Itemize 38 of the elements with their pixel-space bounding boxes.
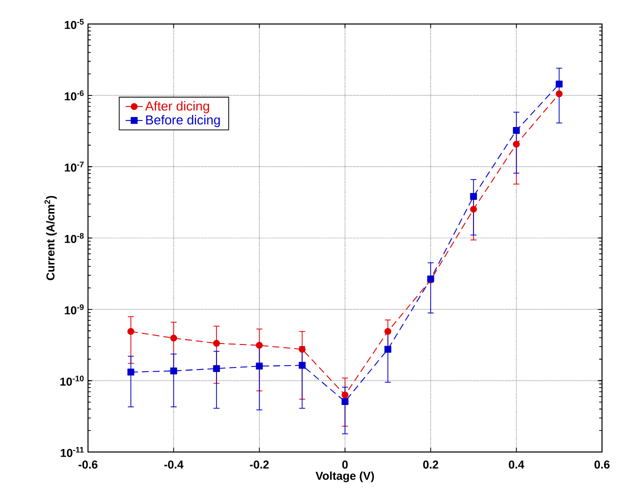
x-tick-label: -0.2 [250, 460, 269, 469]
point [470, 206, 477, 213]
point [384, 328, 392, 335]
point [384, 346, 392, 353]
point [512, 127, 520, 134]
x-tick-label: -0.4 [164, 460, 184, 469]
point [127, 328, 134, 335]
y-tick-label: 10$^{-10}$ [60, 376, 84, 386]
y-tick-label: 10$^{-8}$ [64, 232, 84, 244]
point [342, 398, 348, 405]
y-tick-label: 10$^{-6}$ [64, 90, 84, 100]
point [170, 334, 178, 342]
legend-label: Before dicing [146, 115, 220, 128]
x-tick-label: 0.6 [594, 460, 610, 469]
point [298, 346, 306, 353]
point [213, 365, 220, 372]
point [256, 362, 263, 370]
point [170, 367, 178, 374]
point [298, 362, 306, 369]
y-tick-label: 10$^{-7}$ [64, 162, 84, 172]
point [256, 342, 263, 349]
x-tick-label: 0.4 [508, 460, 524, 469]
y-tick-label: 10$^{-9}$ [64, 304, 84, 314]
y-tick-label: 10$^{-5}$ [64, 19, 84, 29]
x-tick-label: -0.6 [78, 460, 98, 469]
point [342, 392, 348, 398]
x-tick-label: 0 [342, 460, 348, 469]
point [556, 80, 563, 88]
legend-label: After dicing [145, 101, 210, 114]
y-axis-title: Current (A/cm$^{2}$) [44, 196, 57, 280]
point [512, 140, 520, 148]
point [556, 90, 563, 98]
point [127, 368, 134, 376]
point [470, 192, 477, 200]
x-axis-title: Voltage (V) [316, 471, 374, 482]
y-tick-label: 10$^{-11}$ [60, 447, 84, 457]
x-tick-label: 0.2 [423, 460, 438, 469]
point [213, 340, 220, 347]
